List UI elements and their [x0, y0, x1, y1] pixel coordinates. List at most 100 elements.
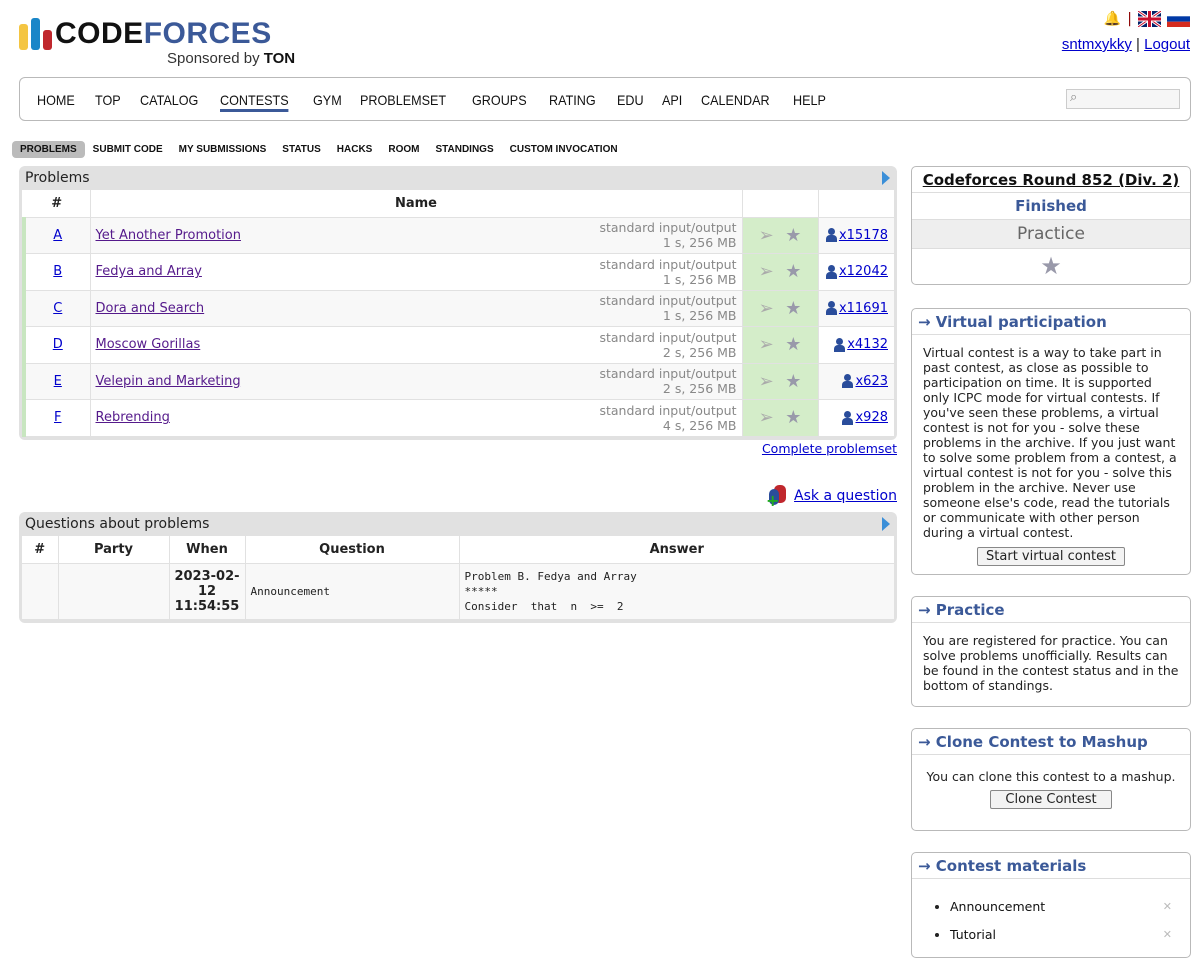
problem-index-link[interactable]: F — [54, 410, 62, 426]
start-virtual-contest-button[interactable]: Start virtual contest — [977, 547, 1125, 566]
problem-name-link[interactable]: Yet Another Promotion — [95, 227, 241, 243]
expand-arrow-icon[interactable] — [882, 171, 890, 185]
problem-name-link[interactable]: Fedya and Array — [95, 264, 202, 280]
problem-io: standard input/output — [599, 366, 737, 382]
submit-icon[interactable]: ➢ — [758, 370, 774, 392]
problem-name-link[interactable]: Velepin and Marketing — [95, 373, 241, 389]
tab-status[interactable]: STATUS — [282, 144, 321, 155]
menu-top[interactable]: TOP — [95, 92, 121, 108]
solved-count-link[interactable]: x623 — [855, 373, 888, 389]
favorite-star-icon[interactable]: ★ — [1040, 252, 1062, 280]
menu-problemset[interactable]: PROBLEMSET — [360, 92, 447, 108]
submit-icon[interactable]: ➢ — [758, 261, 774, 283]
russian-flag-icon[interactable] — [1167, 11, 1190, 27]
tab-problems[interactable]: PROBLEMS — [12, 141, 85, 158]
favorite-star-icon[interactable]: ★ — [785, 370, 802, 392]
user-icon — [842, 374, 854, 389]
ask-question[interactable]: + Ask a question — [766, 485, 897, 509]
favorite-star-icon[interactable]: ★ — [785, 261, 802, 283]
clone-contest-button[interactable]: Clone Contest — [990, 790, 1112, 809]
practice-text: You are registered for practice. You can… — [923, 633, 1179, 693]
favorite-star-icon[interactable]: ★ — [785, 334, 802, 356]
codeforces-logo[interactable]: CODEFORCES Sponsored by TON — [19, 14, 299, 70]
problem-row: D Moscow Gorillas standard input/output 2… — [22, 326, 894, 364]
submit-icon[interactable]: ➢ — [758, 224, 774, 246]
menu-contests[interactable]: CONTESTS — [220, 92, 289, 112]
problem-index-link[interactable]: D — [52, 337, 63, 353]
tab-submit-code[interactable]: SUBMIT CODE — [92, 144, 163, 155]
english-flag-icon[interactable] — [1138, 11, 1161, 27]
tab-standings[interactable]: STANDINGS — [435, 144, 494, 155]
tab-my-submissions[interactable]: MY SUBMISSIONS — [178, 144, 267, 155]
logo-wordmark: CODEFORCES — [55, 17, 272, 50]
notification-bell-icon[interactable]: 🔔 — [1103, 11, 1122, 27]
problem-name-link[interactable]: Dora and Search — [95, 300, 205, 316]
solved-count-link[interactable]: x12042 — [838, 264, 888, 280]
problem-name-link[interactable]: Moscow Gorillas — [95, 337, 201, 353]
user-icon — [825, 228, 837, 243]
ask-question-link[interactable]: Ask a question — [794, 488, 897, 504]
close-icon[interactable]: ✕ — [1162, 900, 1172, 913]
search-input[interactable]: ⌕ — [1066, 89, 1180, 109]
menu-rating[interactable]: RATING — [548, 92, 596, 108]
contest-materials-box: → Contest materials Announcement ✕ Tutori… — [911, 852, 1191, 958]
col-name: Name — [90, 190, 743, 218]
question-num — [22, 563, 59, 620]
answer-text: Problem B. Fedya and Array ***** Consider … — [459, 563, 894, 620]
favorite-star-icon[interactable]: ★ — [785, 407, 802, 429]
clone-contest-box: → Clone Contest to Mashup You can clone … — [911, 728, 1191, 831]
user-icon — [842, 410, 854, 425]
contest-mode: Practice — [912, 220, 1190, 249]
solved-count-link[interactable]: x4132 — [847, 337, 888, 353]
solved-count-link[interactable]: x928 — [855, 410, 888, 426]
material-link-tutorial[interactable]: Tutorial — [950, 927, 996, 942]
material-item[interactable]: Tutorial ✕ — [950, 921, 1190, 949]
menu-groups[interactable]: GROUPS — [472, 92, 527, 108]
virtual-text: Virtual contest is a way to take part in… — [923, 345, 1177, 540]
contest-status: Finished — [912, 193, 1190, 220]
favorite-star-icon[interactable]: ★ — [785, 224, 802, 246]
problem-index-link[interactable]: B — [53, 264, 63, 280]
username-link[interactable]: sntmxykky — [1061, 36, 1132, 53]
favorite-star-icon[interactable]: ★ — [785, 297, 802, 319]
problem-row: E Velepin and Marketing standard input/o… — [22, 363, 894, 400]
solved-count-link[interactable]: x11691 — [838, 300, 888, 316]
contest-name-link[interactable]: Codeforces Round 852 (Div. 2) — [922, 171, 1180, 189]
tab-room[interactable]: ROOM — [388, 144, 420, 155]
question-party — [58, 563, 170, 620]
user-icon — [825, 264, 837, 279]
tab-custom-invocation[interactable]: CUSTOM INVOCATION — [509, 144, 618, 155]
virtual-participation-box: → Virtual participation Virtual contest … — [911, 308, 1191, 575]
material-item[interactable]: Announcement ✕ — [950, 893, 1190, 921]
submit-icon[interactable]: ➢ — [758, 334, 774, 356]
problem-index-link[interactable]: E — [53, 373, 62, 389]
complete-problemset-link[interactable]: Complete problemset — [761, 441, 897, 456]
problem-name-link[interactable]: Rebrending — [95, 410, 170, 426]
tab-hacks[interactable]: HACKS — [336, 144, 373, 155]
contest-info-box: Codeforces Round 852 (Div. 2) Finished P… — [911, 166, 1191, 285]
problem-limits: 4 s, 256 MB — [662, 417, 737, 433]
problems-box: Problems # Name A Yet Another Promotion s… — [19, 166, 897, 440]
expand-arrow-icon[interactable] — [882, 517, 890, 531]
submit-icon[interactable]: ➢ — [758, 297, 774, 319]
menu-edu[interactable]: EDU — [616, 92, 644, 108]
problem-row: B Fedya and Array standard input/output 1… — [22, 253, 894, 291]
menu-gym[interactable]: GYM — [312, 92, 342, 108]
menu-help[interactable]: HELP — [793, 92, 827, 108]
material-link-announcement[interactable]: Announcement — [950, 899, 1046, 914]
col-num: # — [22, 536, 59, 564]
clone-title: → Clone Contest to Mashup — [912, 729, 1190, 755]
menu-calendar[interactable]: CALENDAR — [700, 92, 770, 108]
problem-index-link[interactable]: C — [53, 300, 63, 316]
menu-api[interactable]: API — [662, 92, 683, 108]
ask-question-icon: + — [766, 485, 790, 509]
questions-box: Questions about problems # Party When Qu… — [19, 512, 897, 623]
logout-link[interactable]: Logout — [1144, 36, 1190, 53]
problem-index-link[interactable]: A — [53, 227, 63, 243]
menu-home[interactable]: HOME — [37, 92, 75, 108]
solved-count-link[interactable]: x15178 — [838, 227, 888, 243]
search-icon: ⌕ — [1070, 90, 1078, 105]
close-icon[interactable]: ✕ — [1162, 928, 1172, 941]
submit-icon[interactable]: ➢ — [758, 407, 774, 429]
menu-catalog[interactable]: CATALOG — [139, 92, 198, 108]
